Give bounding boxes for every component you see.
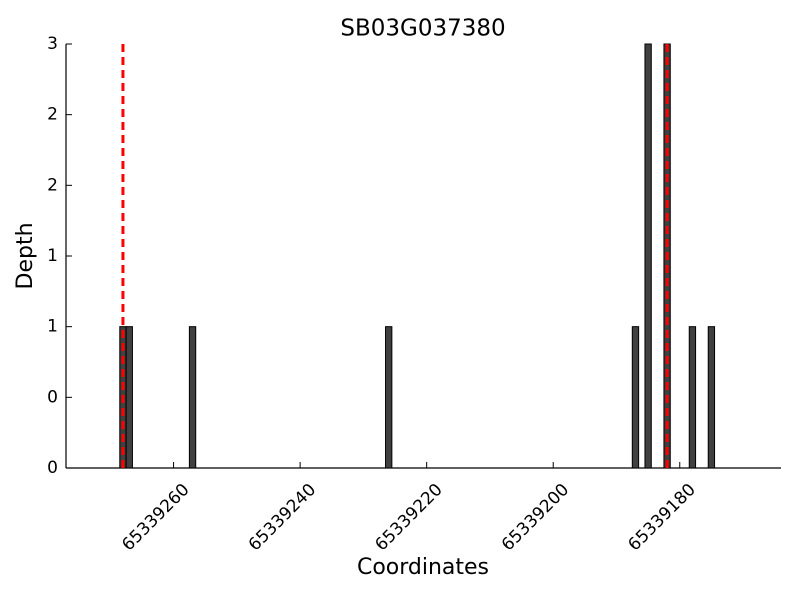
y-tick-label: 2	[47, 175, 58, 195]
x-axis-label: Coordinates	[357, 555, 489, 580]
x-tick-label: 65339260	[118, 480, 193, 555]
x-tick-label: 65339220	[371, 480, 446, 555]
chart-title: SB03G037380	[340, 16, 505, 42]
bar	[631, 326, 640, 469]
y-tick-label: 3	[47, 34, 58, 54]
bar	[707, 326, 716, 469]
bar	[125, 326, 133, 469]
x-tick-label: 65339200	[498, 480, 573, 555]
bar	[385, 326, 393, 469]
y-tick-label: 0	[47, 387, 58, 407]
x-tick-label: 65339240	[245, 480, 320, 555]
y-tick-label: 1	[47, 317, 58, 337]
x-tick-label: 65339180	[624, 480, 699, 555]
bar	[688, 326, 697, 469]
y-tick-label: 2	[47, 105, 58, 125]
y-tick-label: 1	[47, 246, 58, 266]
bar	[188, 326, 197, 469]
y-axis-label: Depth	[13, 222, 38, 289]
y-tick-label: 0	[47, 458, 58, 478]
bar	[644, 43, 652, 469]
